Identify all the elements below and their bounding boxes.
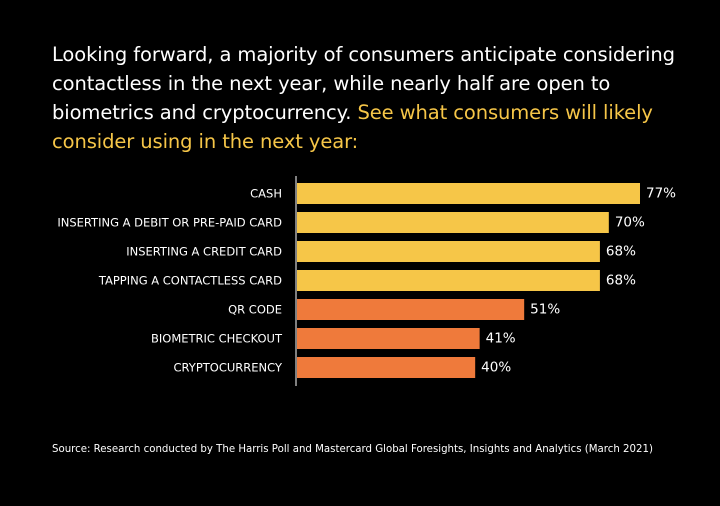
value-label: 51% [530,302,560,318]
bar-2 [297,241,600,262]
headline-accent-text: See what consumers will likely consider … [52,101,653,153]
category-label: INSERTING A DEBIT OR PRE-PAID CARD [57,216,282,230]
chart-headline: Looking forward, a majority of consumers… [52,40,692,156]
category-label: CASH [250,187,282,201]
value-label: 70% [615,215,645,231]
category-label: INSERTING A CREDIT CARD [126,245,282,259]
value-label: 40% [481,360,511,376]
bar-4 [297,299,525,320]
category-label: TAPPING A CONTACTLESS CARD [98,274,282,288]
source-note: Source: Research conducted by The Harris… [52,444,653,455]
bar-5 [297,328,480,349]
category-label: QR CODE [228,303,282,317]
bar-6 [297,357,476,378]
category-label: CRYPTOCURRENCY [174,361,283,375]
value-label: 68% [606,244,636,260]
bar-0 [297,183,640,204]
value-label: 41% [486,331,516,347]
value-label: 77% [646,186,676,202]
value-label: 68% [606,273,636,289]
bar-3 [297,270,600,291]
headline-main-text: Looking forward, a majority of consumers… [52,43,675,124]
category-label: BIOMETRIC CHECKOUT [151,332,283,346]
bars-group: CASH 77% INSERTING A DEBIT OR PRE-PAID CAR… [57,183,676,378]
bar-1 [297,212,609,233]
